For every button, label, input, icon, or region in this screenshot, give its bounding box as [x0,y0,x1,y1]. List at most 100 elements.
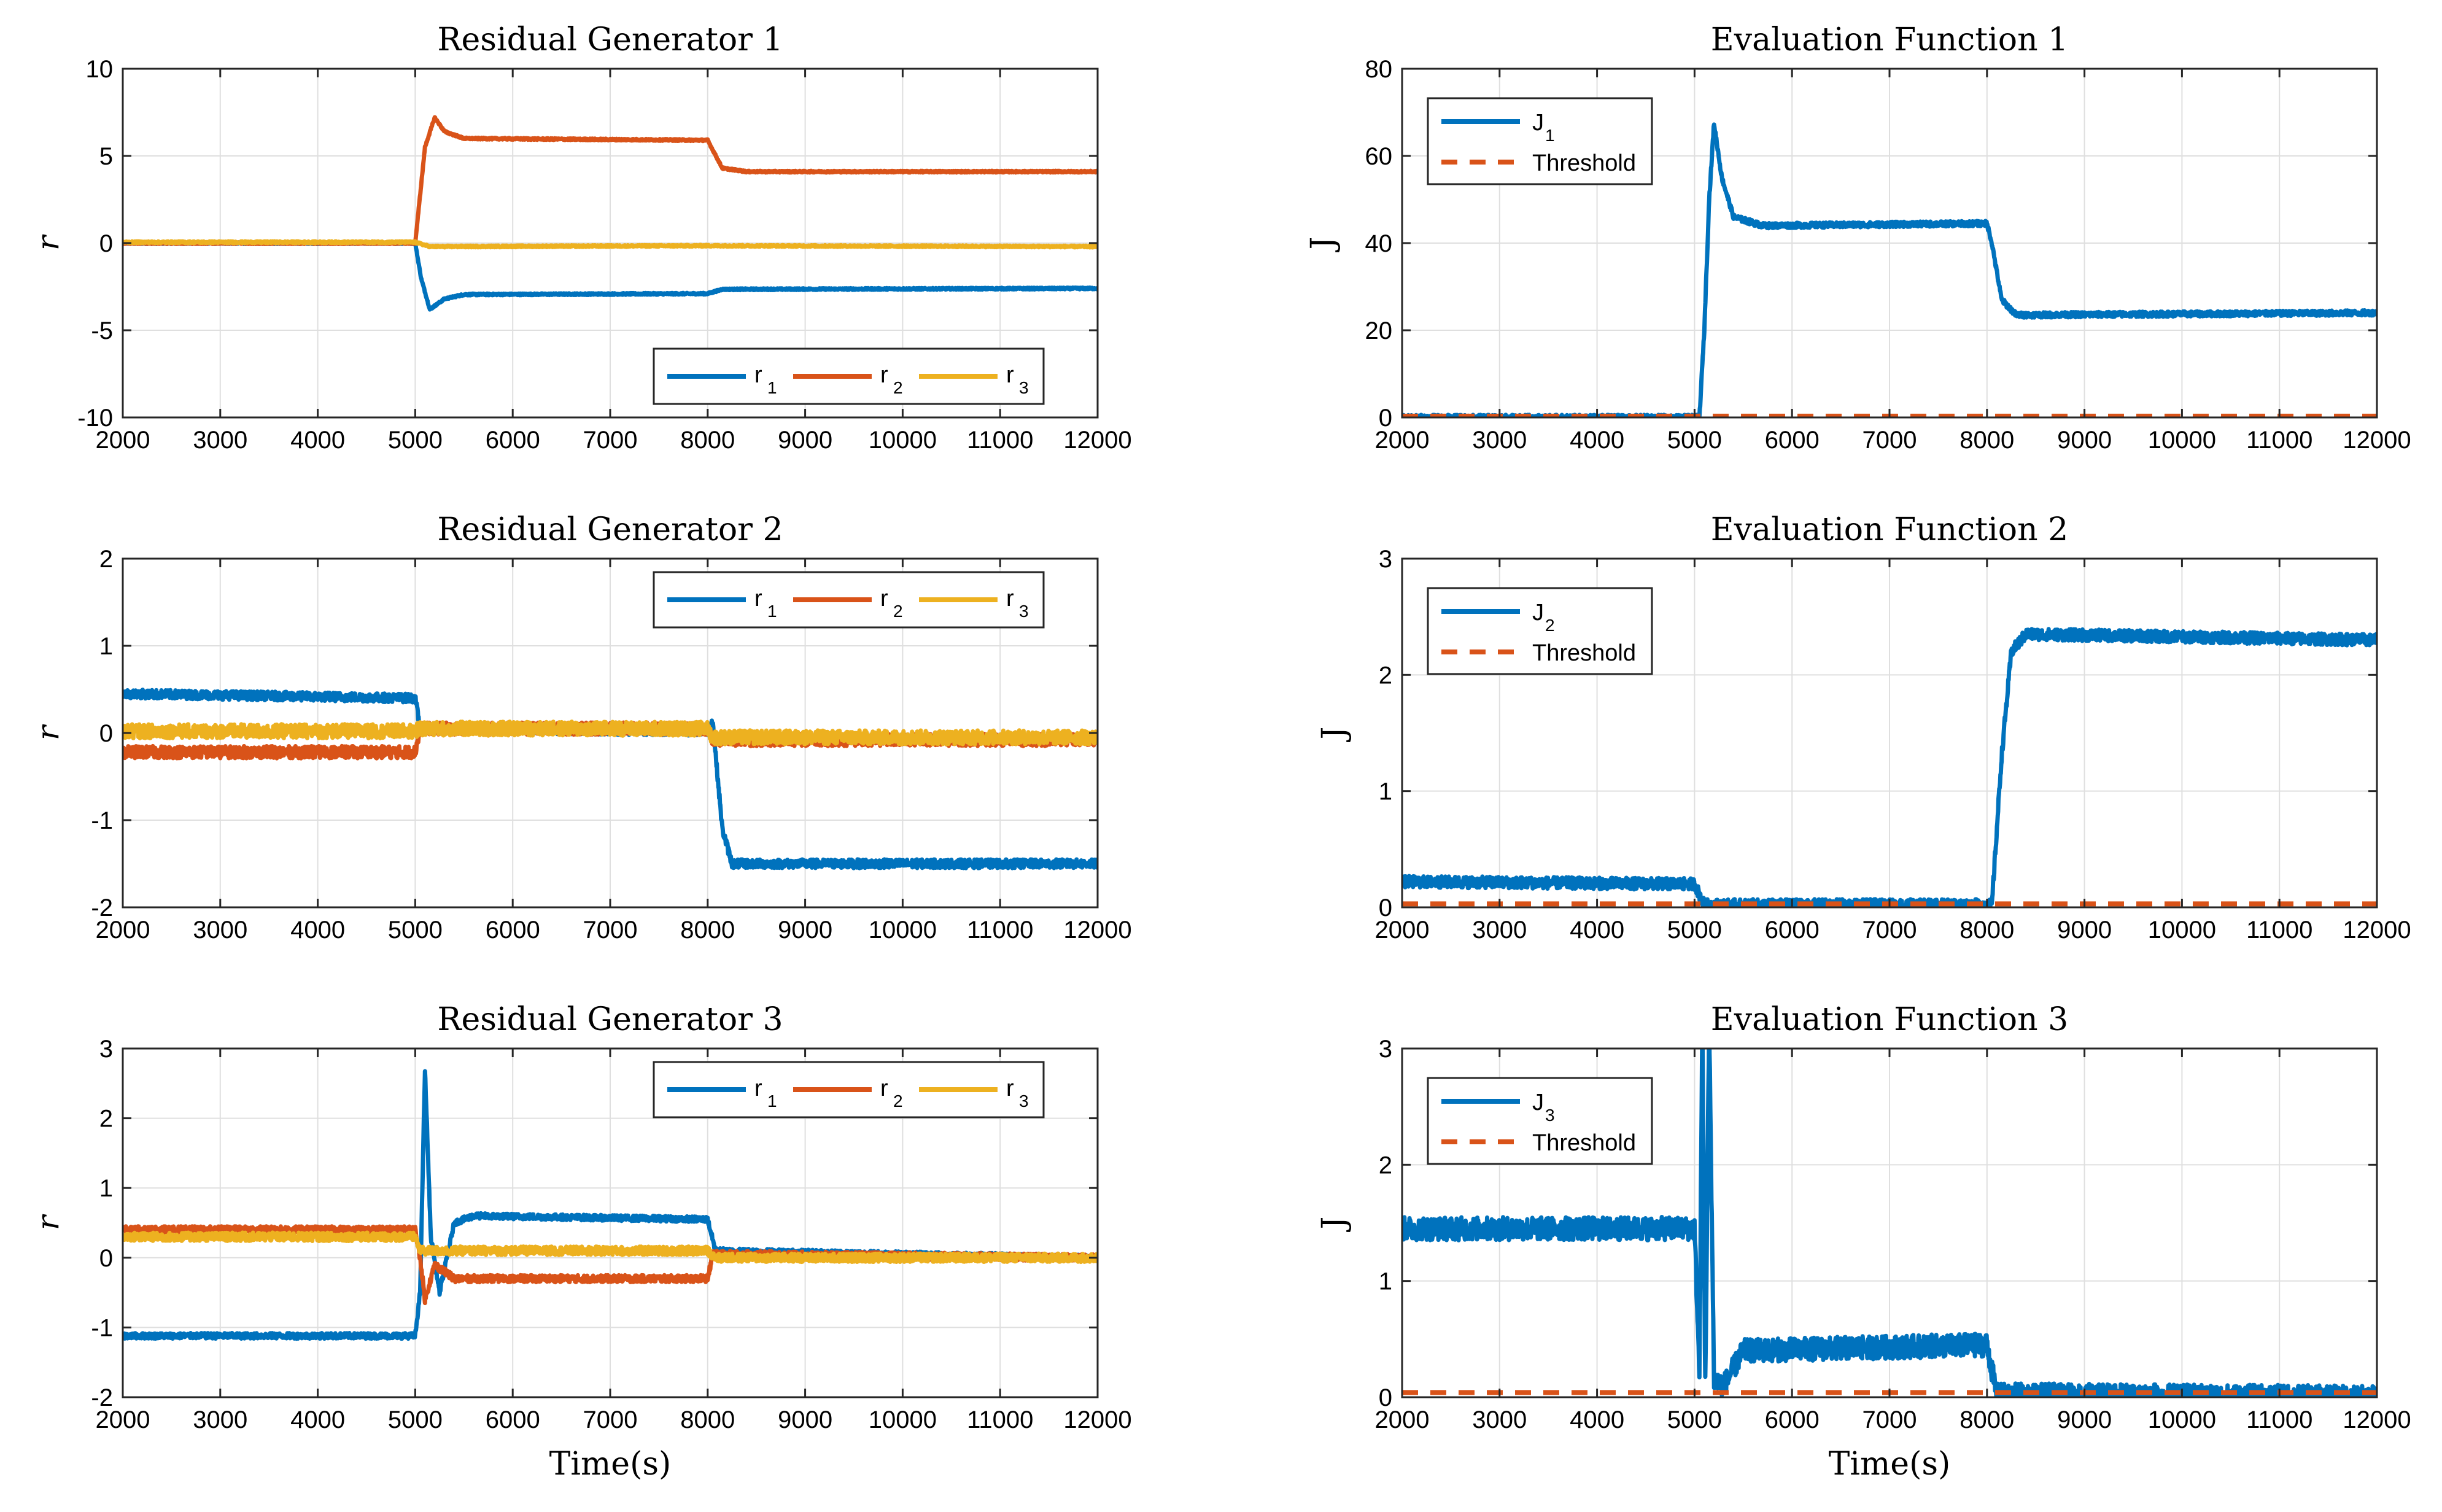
residual-generator-3-panel: Residual Generator 3 r Time(s) 2000 3000 4… [30,1001,1132,1483]
y-axis-label: J [1304,237,1341,253]
x-tick-label: 9000 [2057,1406,2112,1433]
legend-label: r [880,362,888,388]
x-tick-label: 10000 [869,427,937,454]
y-tick-label: 20 [1365,317,1393,344]
legend-label: r [1006,586,1014,611]
x-tick-label: 12000 [2343,917,2411,944]
y-tick-label: 0 [1379,1384,1392,1411]
x-tick-label: 7000 [1863,427,1917,454]
legend-label: J [1532,600,1544,626]
x-tick-label: 4000 [1570,427,1624,454]
x-tick-label: 12000 [2343,1406,2411,1433]
x-tick-label: 8000 [1959,917,2014,944]
series-line-j1 [1402,122,2377,417]
y-tick-label: 60 [1365,143,1393,170]
series-line-r3 [123,239,1098,250]
y-tick-label: 40 [1365,230,1393,257]
legend-label: J [1532,110,1544,136]
x-tick-label: 5000 [388,917,443,944]
x-tick-label: 5000 [388,1406,443,1433]
legend-label-subscript: 1 [767,1091,777,1111]
y-tick-label: 5 [99,143,113,170]
x-tick-label: 9000 [2057,427,2112,454]
x-tick-label: 7000 [1863,917,1917,944]
x-tick-label: 12000 [1063,427,1131,454]
x-tick-label: 2000 [1375,427,1430,454]
legend-label: r [880,1076,888,1101]
legend-label-subscript: 1 [767,378,777,397]
legend-label-subscript: 3 [1019,602,1029,621]
x-tick-label: 2000 [1375,917,1430,944]
x-tick-label: 4000 [1570,917,1624,944]
chart-title: Residual Generator 1 [437,21,783,58]
y-tick-label: 3 [1379,546,1392,573]
chart-title: Evaluation Function 2 [1711,511,2068,548]
legend-label-subscript: 3 [1545,1106,1555,1125]
x-tick-label: 10000 [869,917,937,944]
x-tick-label: 2000 [96,917,150,944]
x-tick-label: 8000 [680,917,735,944]
y-tick-label: 0 [99,230,113,257]
x-tick-label: 9000 [778,917,832,944]
x-tick-label: 6000 [486,427,540,454]
legend-label: r [880,586,888,611]
legend-label-subscript: 1 [1545,126,1555,145]
y-tick-label: 2 [99,546,113,573]
x-tick-label: 9000 [2057,917,2112,944]
x-tick-label: 11000 [967,1406,1033,1433]
y-tick-label: 2 [1379,1152,1392,1179]
legend-label: Threshold [1532,150,1636,176]
x-tick-label: 3000 [193,427,247,454]
series-line-r3 [123,1230,1098,1265]
x-tick-label: 8000 [680,427,735,454]
legend-label: r [754,586,762,611]
residual-generator-1-panel: Residual Generator 1 r 2000 3000 4000 5000 6… [30,21,1132,454]
legend-label-subscript: 2 [893,378,903,397]
x-axis-label: Time(s) [1829,1446,1951,1483]
x-tick-label: 5000 [1667,1406,1722,1433]
y-tick-label: -5 [91,317,113,344]
y-tick-label: 1 [99,633,113,660]
x-tick-label: 12000 [1063,1406,1131,1433]
y-axis-label: r [30,1214,66,1230]
legend: J 2 Threshold [1427,587,1653,675]
x-tick-label: 3000 [193,1406,247,1433]
evaluation-function-3-panel: Evaluation Function 3 J Time(s) 2000 3000… [1316,1001,2411,1483]
x-tick-label: 10000 [2148,427,2216,454]
y-axis-label: r [30,234,66,250]
chart-title: Evaluation Function 1 [1711,21,2068,58]
x-tick-label: 8000 [1959,1406,2014,1433]
x-tick-label: 5000 [1667,917,1722,944]
y-tick-label: -1 [91,807,113,834]
legend: J 3 Threshold [1427,1077,1653,1165]
x-tick-label: 5000 [1667,427,1722,454]
series-line-j3 [1402,1049,2377,1397]
x-tick-label: 3000 [1472,917,1527,944]
y-tick-label: 1 [1379,1268,1392,1295]
chart-title: Residual Generator 2 [437,511,783,548]
x-tick-label: 4000 [1570,1406,1624,1433]
legend-label-subscript: 3 [1019,378,1029,397]
x-tick-label: 8000 [1959,427,2014,454]
y-axis-label: J [1316,727,1352,743]
legend-label-subscript: 1 [767,602,777,621]
y-tick-label: -2 [91,1384,113,1411]
x-tick-label: 4000 [290,917,345,944]
y-tick-label: -2 [91,894,113,921]
y-axis-label: r [30,724,66,740]
x-tick-label: 12000 [2343,427,2411,454]
x-tick-label: 11000 [967,917,1033,944]
x-tick-label: 7000 [583,917,638,944]
x-tick-label: 2000 [96,427,150,454]
legend-label: r [1006,362,1014,388]
x-tick-label: 2000 [96,1406,150,1433]
legend-label-subscript: 2 [893,1091,903,1111]
y-tick-label: 1 [1379,778,1392,805]
legend-label-subscript: 3 [1019,1091,1029,1111]
legend-box [1427,97,1653,185]
x-tick-label: 7000 [583,1406,638,1433]
legend: J 1 Threshold [1427,97,1653,185]
x-tick-label: 7000 [1863,1406,1917,1433]
